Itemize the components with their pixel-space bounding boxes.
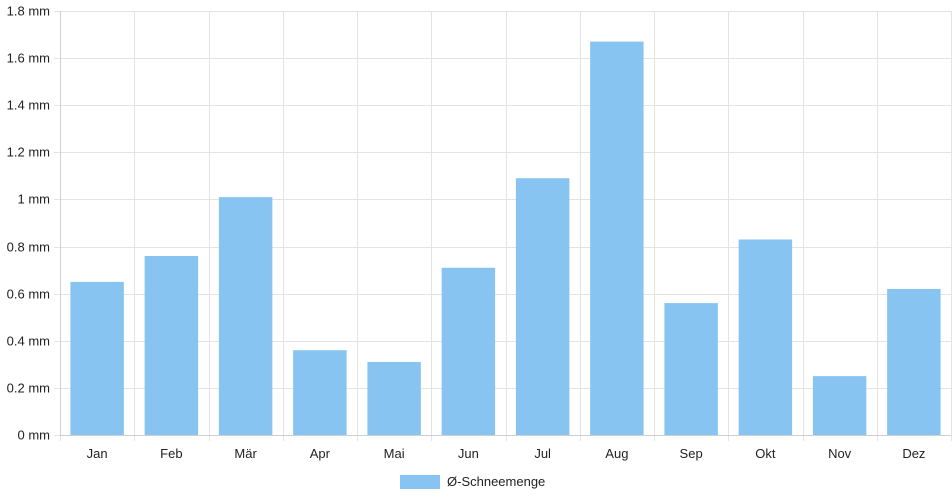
y-tick-label: 1 mm [18,192,51,207]
legend[interactable]: Ø-Schneemenge [400,474,545,489]
bar[interactable] [590,41,644,435]
legend-label[interactable]: Ø-Schneemenge [447,474,545,489]
legend-swatch[interactable] [400,475,440,489]
x-tick-label: Jun [458,446,479,461]
bar[interactable] [664,303,718,435]
x-tick-label: Dez [902,446,925,461]
y-axis-ticks: 0 mm 0.2 mm 0.4 mm 0.6 mm 0.8 mm 1 mm 1.2 mm 1.… [7,4,50,443]
y-tick-label: 0.4 mm [7,334,50,349]
x-tick-label: Feb [160,446,182,461]
x-tick-label: Okt [755,446,776,461]
x-tick-label: Jan [87,446,108,461]
x-tick-label: Mär [234,446,257,461]
y-tick-label: 0.2 mm [7,381,50,396]
bar[interactable] [218,197,273,435]
y-tick-label: 1.6 mm [7,51,50,66]
bar[interactable] [144,255,199,435]
y-tick-label: 1.2 mm [7,145,50,160]
y-tick-label: 0 mm [18,428,51,443]
bar[interactable] [812,376,867,435]
x-tick-label: Apr [310,446,331,461]
y-tick-label: 1.8 mm [7,4,50,19]
bars [70,41,941,435]
x-tick-label: Jul [534,446,551,461]
x-tick-label: Aug [605,446,628,461]
bar[interactable] [367,361,421,435]
y-tick-label: 1.4 mm [7,98,50,113]
axes [60,11,951,436]
bar[interactable] [293,350,347,435]
bar[interactable] [70,281,124,435]
x-axis-ticks: Jan Feb Mär Apr Mai Jun Jul Aug Sep Okt Nov Dez [87,446,926,461]
x-tick-label: Nov [828,446,852,461]
x-tick-label: Sep [680,446,703,461]
bar[interactable] [738,239,793,435]
y-tick-label: 0.8 mm [7,240,50,255]
bar[interactable] [441,267,496,435]
bar[interactable] [515,178,570,435]
x-tick-label: Mai [384,446,405,461]
y-tick-label: 0.6 mm [7,287,50,302]
bar[interactable] [887,288,941,435]
